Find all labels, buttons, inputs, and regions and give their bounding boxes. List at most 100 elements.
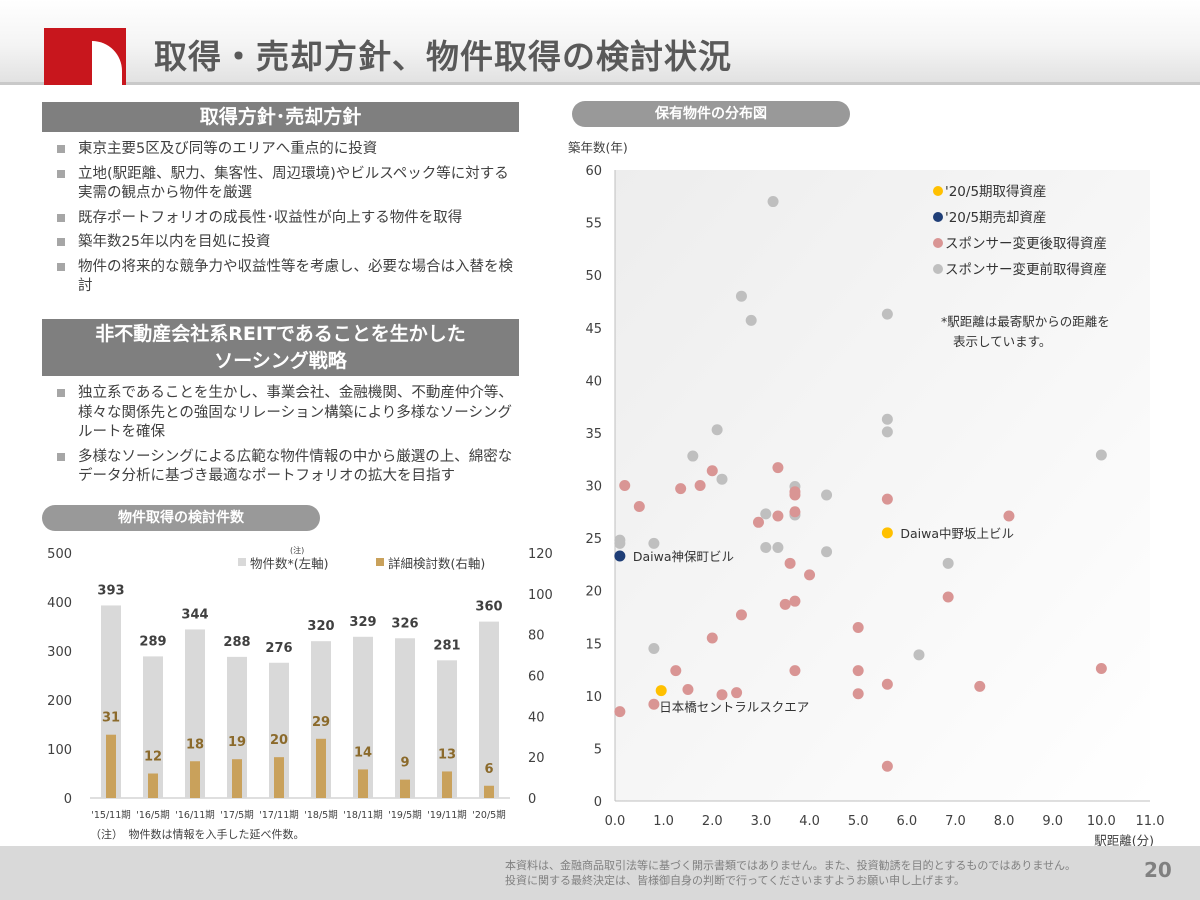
policy-title: 取得方針･売却方針 [42,102,519,132]
x-axis-tick-label: 4.0 [799,814,820,829]
scatter-point [716,473,728,485]
x-axis-tick-label: 11.0 [1136,814,1165,829]
scatter-point [789,665,801,677]
bar-total [437,660,457,798]
scatter-point [633,501,645,513]
x-axis-tick-label: '16/11期 [175,810,215,821]
legend-swatch-detail [376,558,384,566]
bullet-square-icon [57,169,65,178]
bar-detail [484,785,494,798]
y-axis-tick-label: 5 [594,742,602,757]
x-axis-tick-label: '18/11期 [343,810,383,821]
x-axis-tick-label: '17/11期 [259,810,299,821]
bar-total-label: 329 [349,615,376,630]
policy-list: 東京主要5区及び同等のエリアへ重点的に投資 立地(駅距離、駅力、集客性、周辺環境… [56,140,516,302]
x-axis-tick-label: 3.0 [751,814,772,829]
bar-total-label: 288 [223,635,250,650]
list-item: 築年数25年以内を目処に投資 [56,233,516,253]
page-title: 取得・売却方針、物件取得の検討状況 [154,37,732,76]
y-axis-tick-label: 15 [585,637,602,652]
bar-total-label: 344 [181,607,208,622]
scatter-point [852,621,864,633]
scatter-point [760,508,772,520]
scatter-point [767,196,779,208]
bullet-square-icon [57,238,65,246]
x-axis-tick-label: '16/5期 [136,810,169,821]
bar-total [185,629,205,798]
x-axis-label: 駅距離(分) [1094,833,1154,846]
scatter-point [974,680,986,692]
list-item: 既存ポートフォリオの成長性･収益性が向上する物件を取得 [56,209,516,229]
scatter-point [881,426,893,438]
scatter-point [772,542,784,554]
scatter-point [1095,449,1107,461]
left-axis-tick-label: 100 [47,743,72,758]
x-axis-tick-label: 9.0 [1042,814,1063,829]
x-axis-tick-label: 6.0 [896,814,917,829]
scatter-point [694,480,706,491]
x-axis-tick-label: 5.0 [848,814,869,829]
bullet-square-icon [57,389,65,397]
legend-swatch-total [238,558,246,566]
bar-detail [106,734,116,798]
disclaimer-line2: 投資に関する最終決定は、皆様御自身の判断で行ってくださいますようお願い申し上げま… [505,874,966,887]
left-axis-tick-label: 500 [47,547,72,562]
bar-detail-label: 31 [102,711,120,726]
bar-total-label: 289 [139,634,166,649]
scatter-point [881,493,893,505]
scatter-point [942,591,954,603]
legend-label-total: 物件数*(左軸) [250,556,329,571]
bar-detail [400,779,410,798]
scatter-point [881,760,893,772]
bar-detail-label: 6 [484,762,493,777]
bar-chart-note: （注） 物件数は情報を入手した延べ件数。 [90,828,305,841]
scatter-point [881,678,893,690]
list-item: 立地(駅距離、駅力、集客性、周辺環境)やビルスペック等に対する実需の観点から物件… [56,165,516,204]
right-axis-tick-label: 100 [528,588,553,603]
list-item: 独立系であることを生かし、事業会社、金融機関、不動産仲介等、様々な関係先との強固… [56,384,516,443]
legend-label: '20/5期取得資産 [945,183,1047,200]
right-axis-tick-label: 120 [528,547,553,562]
bar-total [479,621,499,798]
legend-marker [933,264,943,274]
list-item: 物件の将来的な競争力や収益性等を考慮し、必要な場合は入替を検討 [56,258,516,297]
header-divider [0,82,1200,85]
y-axis-tick-label: 0 [594,795,602,810]
right-axis-tick-label: 40 [528,710,545,725]
bar-detail-label: 9 [400,756,409,771]
sourcing-title-line2: ソーシング戦略 [214,350,347,372]
scatter-point [789,489,801,501]
legend-marker [933,212,943,222]
scatter-point [789,595,801,607]
bar-detail-label: 29 [312,715,330,730]
scatter-point [852,688,864,700]
bar-detail [148,773,158,798]
footer-bar [0,846,1200,900]
scatter-point [735,290,747,302]
bar-detail [190,761,200,798]
scatter-note: *駅距離は最寄駅からの距離を [941,314,1110,329]
scatter-point [655,685,667,697]
point-annotation: Daiwa中野坂上ビル [900,526,1014,541]
legend-marker [933,186,943,196]
x-axis-tick-label: 2.0 [702,814,723,829]
bar-detail-label: 14 [354,745,372,760]
y-axis-tick-label: 20 [585,585,602,600]
list-item: 東京主要5区及び同等のエリアへ重点的に投資 [56,140,516,160]
x-axis-tick-label: 1.0 [653,814,674,829]
scatter-point [614,550,626,562]
y-axis-tick-label: 25 [585,532,602,547]
scatter-point [687,450,699,462]
scatter-point [619,480,631,491]
y-axis-tick-label: 55 [585,217,602,232]
scatter-point [752,516,764,528]
scatter-point [706,632,718,644]
scatter-point [682,684,694,696]
x-axis-tick-label: 7.0 [945,814,966,829]
bar-total-label: 320 [307,619,334,634]
point-annotation: 日本橋セントラルスクエア [659,700,809,715]
y-axis-tick-label: 50 [585,269,602,284]
disclaimer: 本資料は、金融商品取引法等に基づく開示書類ではありません。また、投資勧誘を目的と… [505,858,1076,888]
scatter-point [735,609,747,621]
logo [44,28,126,85]
